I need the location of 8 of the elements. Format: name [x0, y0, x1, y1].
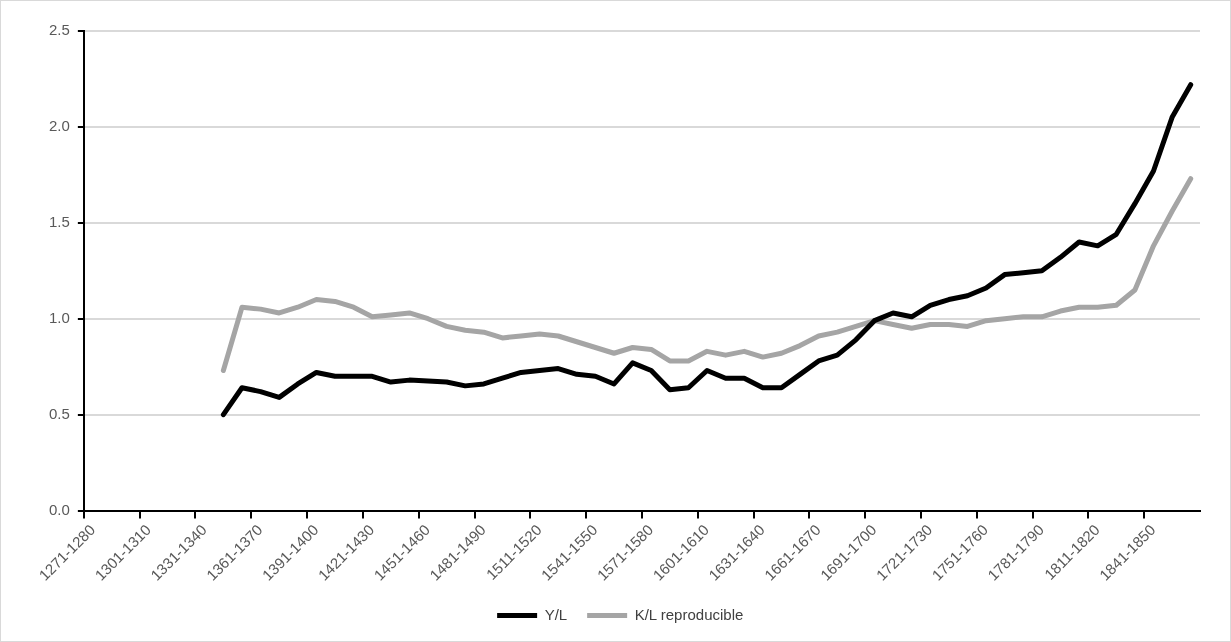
y-tick-label: 1.0: [48, 308, 70, 326]
legend-label: Y/L: [544, 605, 568, 623]
y-tick-label: 1.5: [48, 212, 70, 230]
y-tick-label: 2.5: [48, 21, 70, 39]
y-tick-label: 2.0: [48, 117, 70, 135]
y-tick-label: 0.5: [48, 404, 70, 422]
y-tick-label: 0.0: [48, 500, 70, 518]
legend-label: K/L reproducible: [634, 605, 744, 623]
